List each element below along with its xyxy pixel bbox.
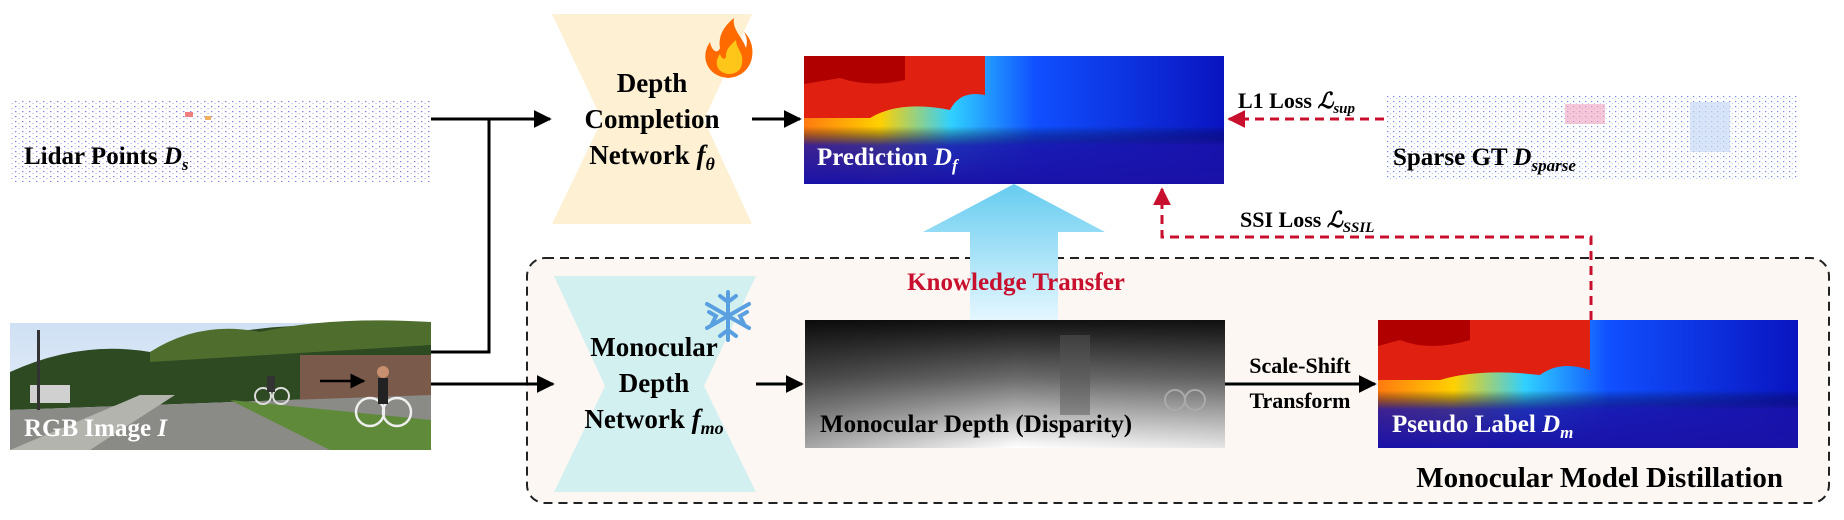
svg-text:Depth: Depth bbox=[617, 68, 688, 98]
monocular-line3: Network fmo bbox=[584, 404, 723, 438]
monocular-depth-image bbox=[805, 320, 1225, 448]
lidar-points-label: Lidar Points Ds bbox=[24, 143, 189, 174]
completion-line2: Completion bbox=[585, 104, 720, 134]
pseudo-label-image bbox=[1378, 320, 1798, 448]
rgb-image-label: RGB Image I bbox=[24, 415, 168, 442]
monocular-depth-network-box bbox=[554, 276, 756, 492]
rgb-image bbox=[10, 320, 431, 450]
completion-line3: Network fθ bbox=[589, 140, 715, 174]
knowledge-transfer-label: Knowledge Transfer bbox=[907, 269, 1125, 296]
depth-completion-network-box bbox=[552, 14, 752, 224]
rgb-to-completion-connector bbox=[431, 119, 491, 354]
lidar-points-image bbox=[10, 100, 430, 182]
distillation-title: Monocular Model Distillation bbox=[1416, 462, 1783, 494]
monocular-line1: Monocular bbox=[590, 332, 718, 362]
snowflake-icon bbox=[705, 290, 751, 342]
monocular-line2: Depth bbox=[619, 368, 690, 398]
prediction-image bbox=[804, 56, 1224, 184]
pseudo-label-label: Pseudo Label Dm bbox=[1392, 411, 1573, 442]
scale-shift-line2: Transform bbox=[1249, 388, 1350, 413]
monocular-depth-label: Monocular Depth (Disparity) bbox=[820, 411, 1132, 438]
sparse-gt-label: Sparse GT Dsparse bbox=[1393, 144, 1576, 175]
prediction-label: Prediction Df bbox=[817, 144, 960, 175]
scale-shift-line1: Scale-Shift bbox=[1249, 353, 1351, 378]
completion-line1: Depth bbox=[617, 68, 688, 98]
ssi-loss-label: SSI Loss ℒSSIL bbox=[1240, 207, 1374, 236]
knowledge-transfer-arrow bbox=[923, 184, 1105, 324]
fire-icon bbox=[705, 18, 753, 78]
l1-loss-label: L1 Loss ℒsup bbox=[1238, 88, 1356, 117]
sparse-gt-image bbox=[1386, 96, 1797, 180]
